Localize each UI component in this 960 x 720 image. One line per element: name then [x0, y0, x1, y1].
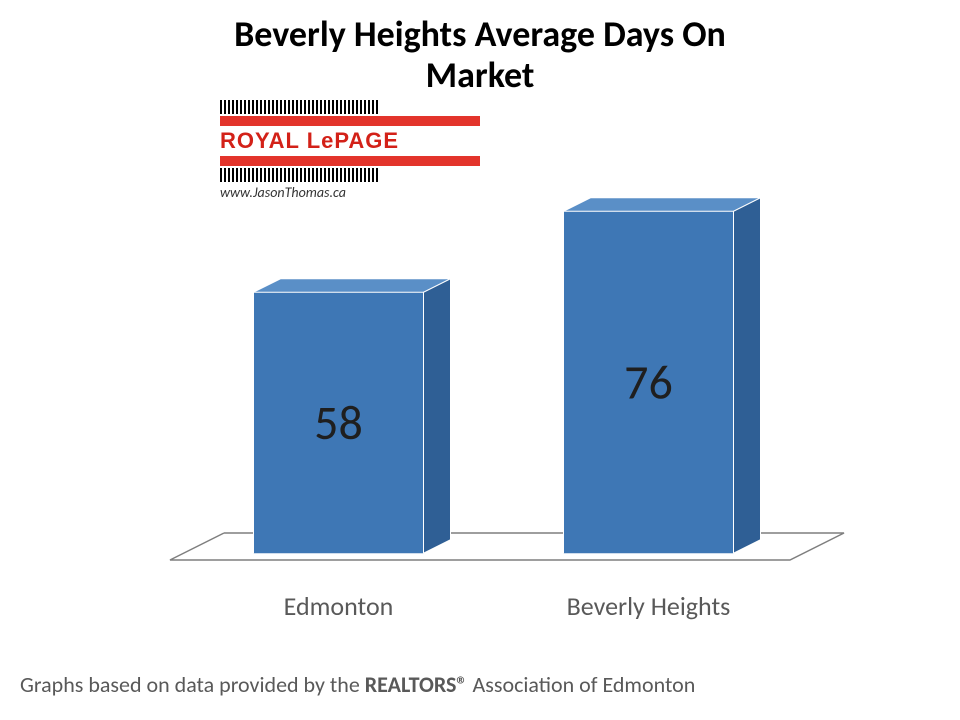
footer-bold: REALTORS® [365, 671, 468, 698]
logo-red-bar [220, 116, 480, 126]
bar-value-label-1: 76 [624, 352, 673, 411]
page-root: Beverly Heights Average Days On Market R… [0, 0, 960, 720]
footer-attribution: Graphs based on data provided by the REA… [20, 671, 940, 698]
chart-title-line1: Beverly Heights Average Days On [234, 12, 726, 56]
category-labels: Edmonton Beverly Heights [150, 590, 850, 630]
chart-title: Beverly Heights Average Days On Market [0, 14, 960, 97]
bar-chart-3d: 58 76 [150, 150, 850, 590]
category-label-1: Beverly Heights [529, 590, 769, 622]
logo-bars-top [220, 100, 480, 114]
bar-chart-svg: 58 76 [150, 150, 850, 590]
category-label-0: Edmonton [219, 590, 459, 622]
footer-suffix: Association of Edmonton [468, 671, 696, 698]
bar-value-label-0: 58 [314, 393, 363, 452]
chart-title-line2: Market [426, 53, 535, 97]
footer-prefix: Graphs based on data provided by the [20, 671, 365, 698]
